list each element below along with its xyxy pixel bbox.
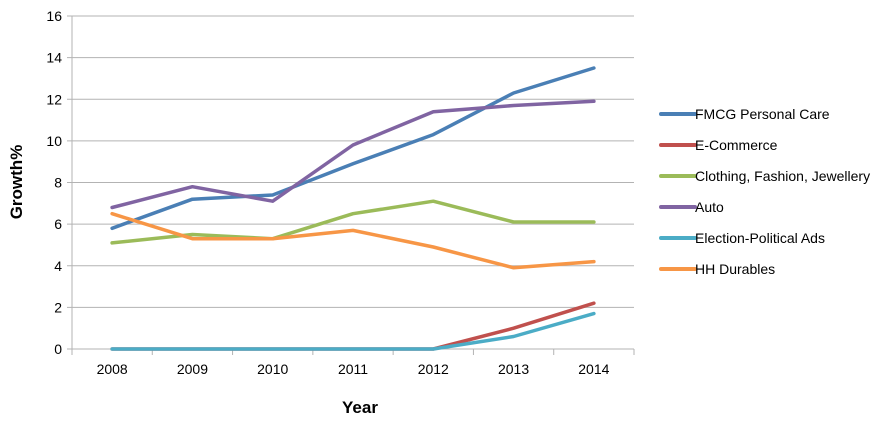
y-tick-label-6: 6 [54, 216, 62, 232]
x-axis-title: Year [342, 398, 378, 417]
y-tick-label-8: 8 [54, 175, 62, 191]
x-tick-label-2010: 2010 [257, 361, 288, 377]
axis-layer: 0 2 4 6 8 10 12 14 16 2008 2009 2010 2011 2012 2013 201… [46, 8, 635, 377]
legend-item-auto: Auto [659, 199, 724, 215]
series-line-fmcg-personal-care [110, 66, 596, 231]
series-line-auto [110, 99, 596, 210]
x-tick-label-2011: 2011 [338, 361, 368, 377]
series-line-clothing-fashion-jewellery [110, 199, 596, 245]
x-tick-label-2013: 2013 [498, 361, 529, 377]
legend-label-hh-durables: HH Durables [695, 261, 775, 277]
x-tick-label-2014: 2014 [578, 361, 609, 377]
y-axis-title: Growth% [7, 145, 26, 220]
grid-layer [72, 15, 634, 350]
y-tick-label-0: 0 [54, 341, 62, 357]
legend-item-clothing-fashion-jewellery: Clothing, Fashion, Jewellery [659, 168, 870, 184]
legend-label-election-political-ads: Election-Political Ads [695, 230, 825, 246]
y-tick-label-10: 10 [46, 133, 62, 149]
series-line-hh-durables [110, 211, 596, 270]
y-tick-label-4: 4 [54, 258, 62, 274]
y-tick-label-12: 12 [46, 91, 62, 107]
legend-label-auto: Auto [695, 199, 724, 215]
legend: FMCG Personal Care E-Commerce Clothing, Fa… [659, 106, 870, 277]
legend-item-fmcg-personal-care: FMCG Personal Care [659, 106, 830, 122]
series-layer [110, 66, 596, 351]
series-line-election-political-ads [110, 311, 596, 351]
y-tick-label-16: 16 [46, 8, 62, 24]
x-tick-label-2012: 2012 [418, 361, 449, 377]
series-line-e-commerce [110, 301, 596, 351]
legend-item-election-political-ads: Election-Political Ads [659, 230, 825, 246]
legend-item-hh-durables: HH Durables [659, 261, 775, 277]
legend-item-e-commerce: E-Commerce [659, 137, 778, 153]
legend-label-clothing-fashion-jewellery: Clothing, Fashion, Jewellery [695, 168, 870, 184]
legend-label-fmcg-personal-care: FMCG Personal Care [695, 106, 830, 122]
y-tick-label-14: 14 [46, 50, 62, 66]
x-tick-label-2008: 2008 [97, 361, 128, 377]
legend-label-e-commerce: E-Commerce [695, 137, 778, 153]
x-tick-label-2009: 2009 [177, 361, 208, 377]
y-tick-label-2: 2 [54, 299, 62, 315]
